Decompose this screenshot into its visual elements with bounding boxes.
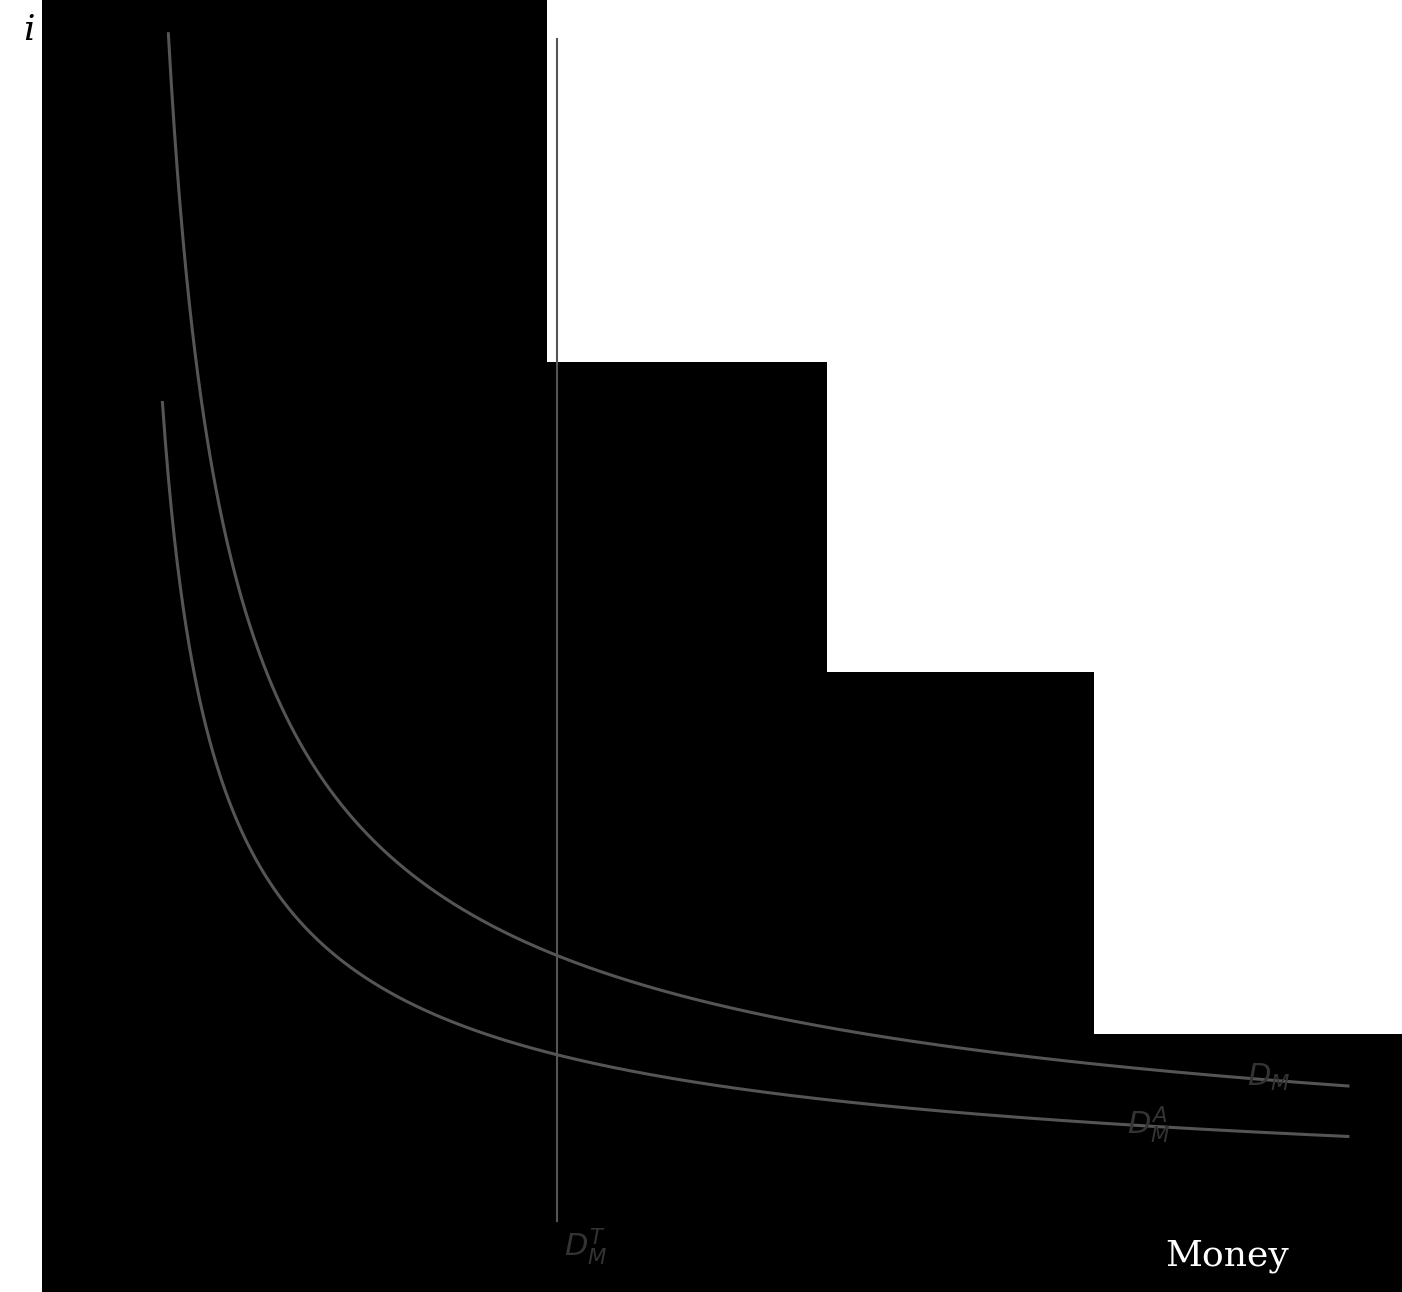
Bar <box>42 0 547 362</box>
Text: $D_M^T$: $D_M^T$ <box>564 1226 607 1267</box>
Bar <box>1052 1221 1402 1292</box>
Text: $D_M^A$: $D_M^A$ <box>1127 1103 1171 1145</box>
Text: Money: Money <box>1165 1239 1288 1273</box>
Text: i: i <box>24 13 35 47</box>
Bar <box>42 672 1094 1034</box>
Bar <box>42 0 161 1292</box>
Bar <box>42 1034 1402 1292</box>
Text: $D_M$: $D_M$ <box>1248 1062 1290 1093</box>
Bar <box>42 362 827 672</box>
